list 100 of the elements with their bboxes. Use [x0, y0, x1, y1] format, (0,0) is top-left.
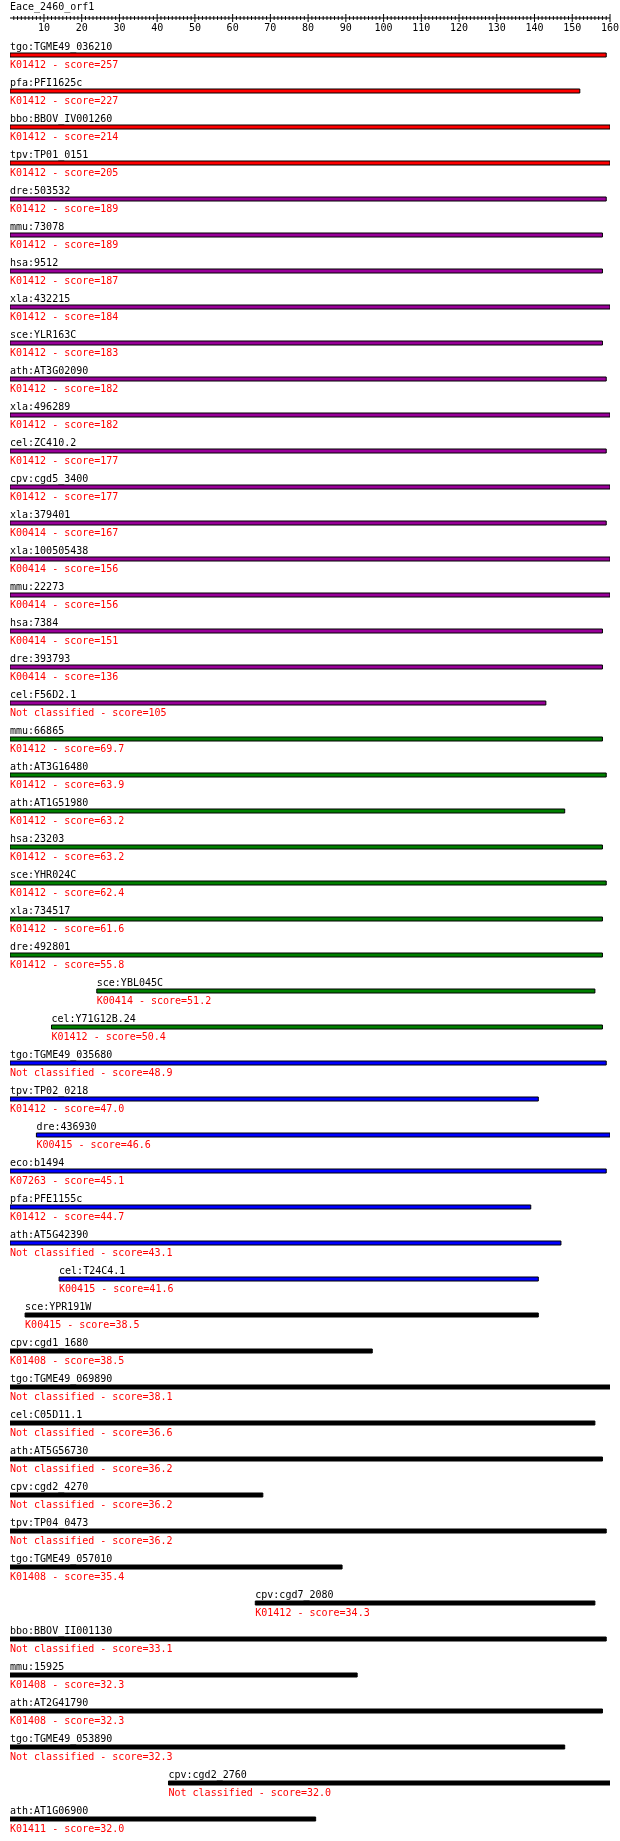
bar: [10, 1420, 596, 1426]
y-tick-label: ath:AT1G06900: [10, 1805, 89, 1816]
annotation: K01412 - score=189: [10, 203, 119, 214]
bar: [51, 1024, 603, 1030]
y-tick-label: dre:492801: [10, 941, 71, 952]
x-tick-label: 50: [188, 22, 201, 33]
y-tick-label: sce:YHR024C: [10, 869, 77, 880]
y-tick-label: sce:YPR191W: [25, 1301, 93, 1312]
x-tick-label: 20: [75, 22, 88, 33]
bar: [10, 304, 610, 310]
bar: [10, 664, 603, 670]
bar: [10, 1492, 264, 1498]
annotation: K01412 - score=69.7: [10, 743, 125, 754]
bar: [10, 952, 603, 958]
bar: [10, 1564, 343, 1570]
x-tick-label: 160: [600, 22, 620, 33]
y-tick-label: xla:379401: [10, 509, 71, 520]
bar: [10, 412, 610, 418]
bar: [10, 1636, 607, 1642]
annotation: Not classified - score=36.2: [10, 1499, 173, 1510]
bar: [10, 376, 607, 382]
y-tick-label: eco:b1494: [10, 1157, 65, 1168]
y-tick-label: hsa:7384: [10, 617, 59, 628]
bar: [10, 484, 610, 490]
y-tick-label: hsa:9512: [10, 257, 59, 268]
bar: [35, 1132, 610, 1138]
y-tick-label: tgo:TGME49_053890: [10, 1733, 113, 1745]
y-tick-label: tpv:TP02_0218: [10, 1085, 89, 1097]
annotation: K01412 - score=61.6: [10, 923, 125, 934]
annotation: K01412 - score=214: [10, 131, 119, 142]
bar: [96, 988, 596, 994]
bar: [10, 1204, 532, 1210]
annotation: Not classified - score=48.9: [10, 1067, 173, 1078]
x-tick-label: 80: [302, 22, 315, 33]
bar: [10, 736, 603, 742]
bar: [10, 844, 603, 850]
annotation: K01412 - score=227: [10, 95, 119, 106]
bar: [10, 340, 603, 346]
annotation: K01412 - score=182: [10, 383, 119, 394]
bar: [10, 124, 610, 130]
bar: [10, 52, 607, 58]
bar: [10, 1456, 603, 1462]
y-tick-label: dre:503532: [10, 185, 71, 196]
y-tick-label: cel:F56D2.1: [10, 689, 77, 700]
y-tick-label: cel:Y71G12B.24: [51, 1013, 136, 1024]
y-tick-label: ath:AT3G16480: [10, 761, 89, 772]
annotation: K07263 - score=45.1: [10, 1175, 125, 1186]
x-tick-label: 60: [226, 22, 239, 33]
annotation: Not classified - score=105: [10, 707, 167, 718]
bar: [24, 1312, 539, 1318]
y-tick-label: cel:T24C4.1: [59, 1265, 126, 1276]
y-tick-label: tpv:TP01_0151: [10, 149, 89, 161]
annotation: Not classified - score=32.0: [168, 1787, 332, 1798]
annotation: K01408 - score=32.3: [10, 1679, 125, 1690]
annotation: K01412 - score=187: [10, 275, 119, 286]
y-tick-label: cpv:cgd5_3400: [10, 473, 89, 485]
bar: [10, 916, 603, 922]
y-tick-label: cpv:cgd7_2080: [255, 1589, 334, 1601]
annotation: K01412 - score=257: [10, 59, 119, 70]
annotation: K00414 - score=151: [10, 635, 119, 646]
y-tick-label: ath:AT2G41790: [10, 1697, 89, 1708]
x-tick-label: 10: [37, 22, 50, 33]
x-tick-label: 110: [412, 22, 431, 33]
y-tick-label: tpv:TP04_0473: [10, 1517, 89, 1529]
annotation: K00415 - score=41.6: [59, 1283, 174, 1294]
annotation: K00414 - score=167: [10, 527, 119, 538]
annotation: K01412 - score=183: [10, 347, 119, 358]
annotation: K01412 - score=55.8: [10, 959, 125, 970]
annotation: K00414 - score=51.2: [96, 995, 212, 1006]
annotation: K00414 - score=136: [10, 671, 119, 682]
y-tick-label: dre:393793: [10, 653, 71, 664]
annotation: K01412 - score=177: [10, 491, 119, 502]
annotation: K01412 - score=189: [10, 239, 119, 250]
annotation: K01412 - score=205: [10, 167, 119, 178]
x-tick-label: 120: [450, 22, 469, 33]
y-tick-label: ath:AT5G42390: [10, 1229, 89, 1240]
annotation: Not classified - score=33.1: [10, 1643, 173, 1654]
y-tick-label: cel:ZC410.2: [10, 437, 77, 448]
y-tick-label: mmu:22273: [10, 581, 65, 592]
y-tick-label: cel:C05D11.1: [10, 1409, 83, 1420]
annotation: Not classified - score=36.2: [10, 1463, 173, 1474]
annotation: Not classified - score=36.2: [10, 1535, 173, 1546]
x-tick-label: 30: [113, 22, 126, 33]
annotation: K00415 - score=46.6: [36, 1139, 151, 1150]
bar: [10, 1348, 373, 1354]
annotation: K01412 - score=34.3: [255, 1607, 370, 1618]
annotation: K01412 - score=47.0: [10, 1103, 125, 1114]
bar: [10, 592, 610, 598]
bar: [254, 1600, 596, 1606]
bar: [10, 1708, 603, 1714]
bar: [58, 1276, 539, 1282]
bar: [10, 160, 610, 166]
annotation: K01412 - score=63.9: [10, 779, 125, 790]
x-tick-label: 40: [151, 22, 164, 33]
x-tick-label: 100: [374, 22, 393, 33]
bar: [10, 880, 607, 886]
y-tick-label: xla:432215: [10, 293, 71, 304]
annotation: K01408 - score=32.3: [10, 1715, 125, 1726]
y-tick-label: dre:436930: [36, 1121, 97, 1132]
bar: [167, 1780, 610, 1786]
